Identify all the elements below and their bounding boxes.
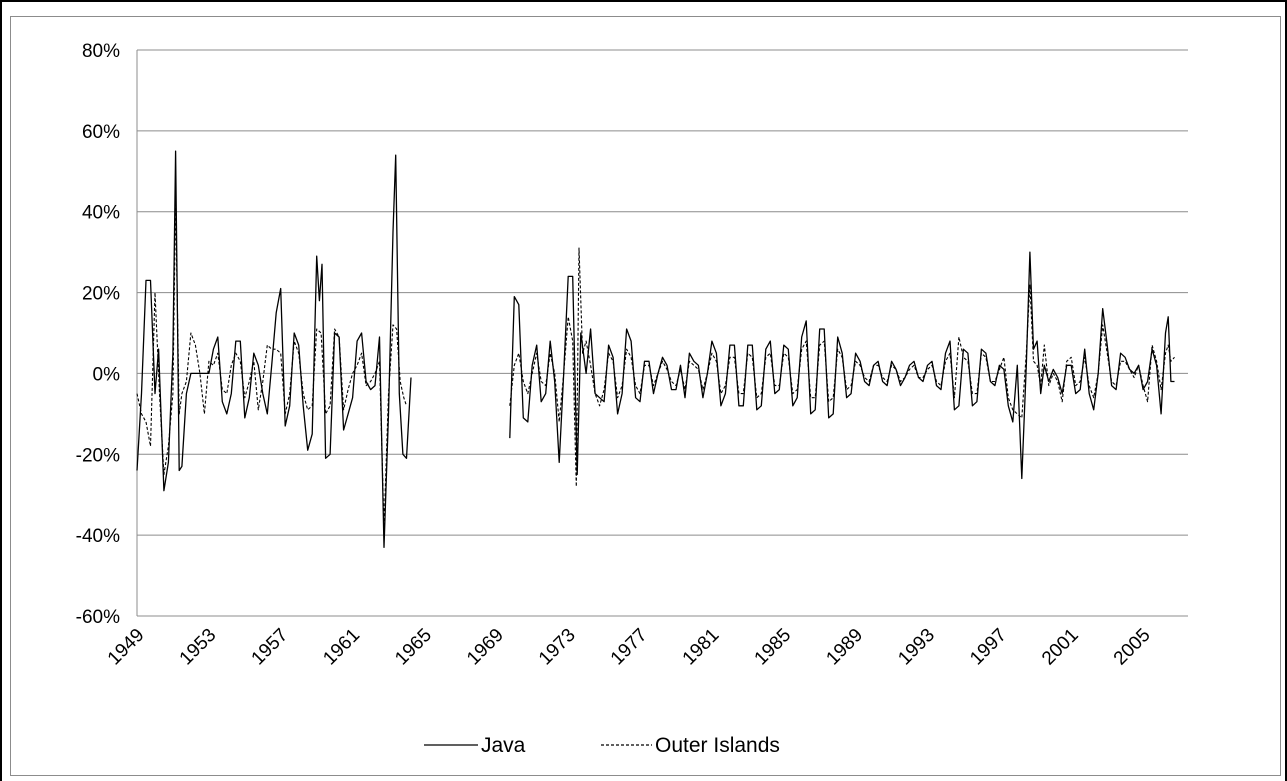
y-tick-label: -20% — [76, 445, 120, 466]
legend-label-java: Java — [481, 734, 526, 757]
x-tick-label: 1949 — [104, 625, 149, 670]
legend: Java Outer Islands — [424, 734, 780, 757]
x-tick-label: 2005 — [1110, 625, 1155, 670]
y-tick-label: 0% — [93, 364, 121, 385]
y-tick-label: 80% — [82, 41, 120, 62]
x-tick-label: 1989 — [822, 625, 867, 670]
x-axis-tick-labels: 1949 1953 1957 1961 1965 1969 1973 1977 1981 1985… — [104, 625, 1155, 670]
x-tick-label: 1997 — [966, 625, 1011, 670]
x-tick-label: 1957 — [248, 625, 293, 670]
y-tick-label: 40% — [82, 203, 120, 224]
x-tick-label: 1973 — [535, 625, 580, 670]
gridlines — [137, 49, 1188, 617]
y-tick-label: 60% — [82, 122, 120, 143]
x-tick-label: 1977 — [607, 625, 652, 670]
x-tick-label: 1969 — [463, 625, 508, 670]
y-tick-label: 20% — [82, 284, 120, 305]
x-tick-label: 1981 — [679, 625, 724, 670]
y-tick-label: -40% — [76, 526, 120, 547]
series-line-outer-islands — [509, 247, 1175, 488]
axes — [136, 50, 1188, 616]
y-tick-label: -60% — [76, 607, 120, 628]
chart-area — [10, 16, 1281, 776]
series-line-java — [509, 251, 1175, 480]
x-tick-label: 2001 — [1038, 625, 1083, 670]
series-line-outer-islands — [136, 199, 408, 528]
x-tick-label: 1953 — [176, 625, 221, 670]
y-axis-tick-labels: -60% -40% -20% 0% 20% 40% 60% 80% — [76, 41, 120, 628]
legend-label-outer-islands: Outer Islands — [655, 734, 780, 757]
x-tick-label: 1985 — [751, 625, 796, 670]
x-tick-label: 1961 — [319, 625, 364, 670]
series-lines — [136, 150, 1175, 548]
x-tick-label: 1993 — [894, 625, 939, 670]
x-tick-label: 1965 — [391, 625, 436, 670]
